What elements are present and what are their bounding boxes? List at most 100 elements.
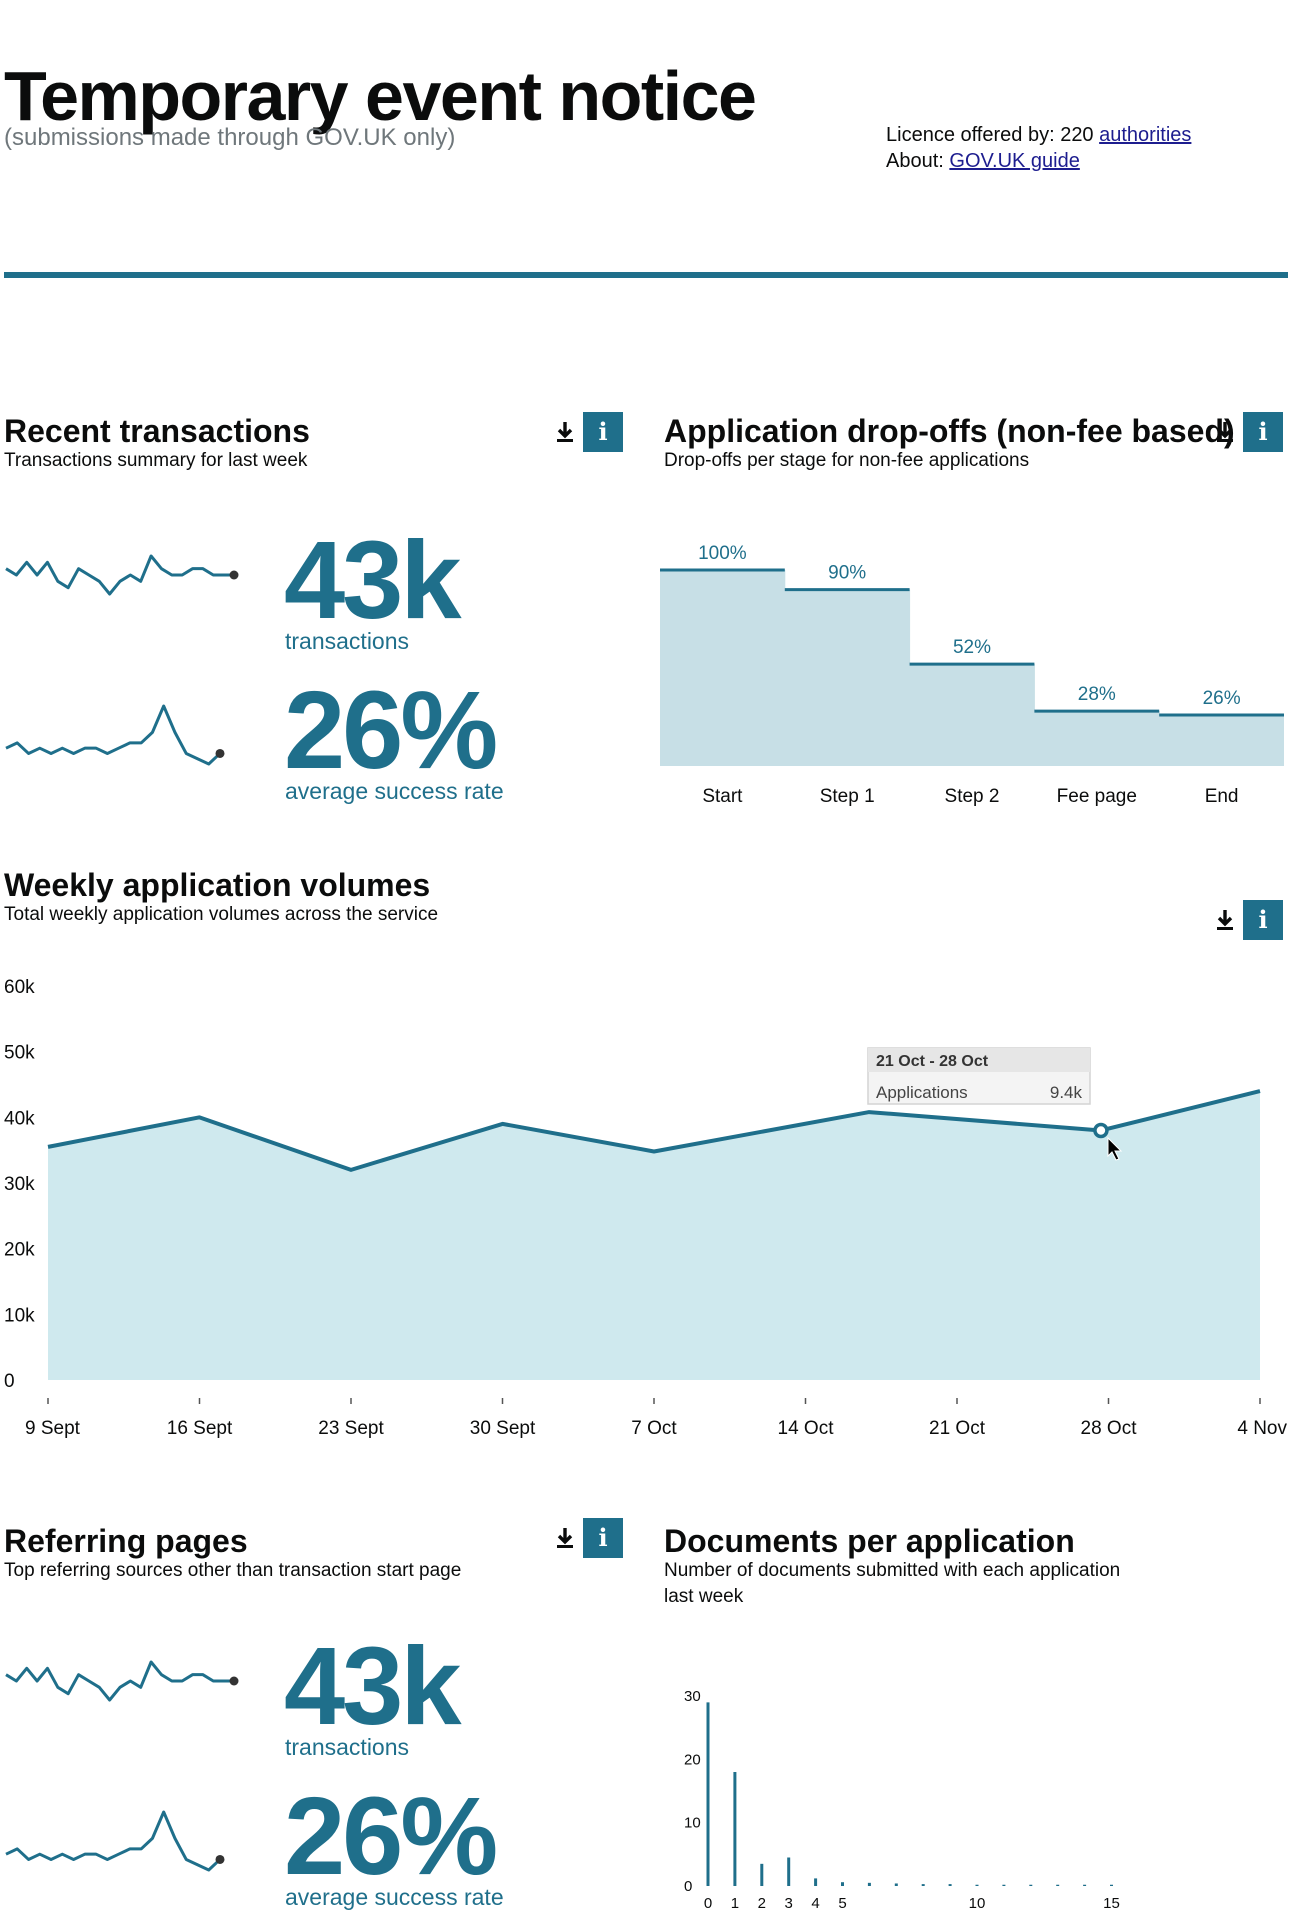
funnel-category-label: End [1205,786,1239,807]
about-text: About: [886,150,944,172]
page-subtitle: (submissions made through GOV.UK only) [4,124,456,151]
x-tick-label: 2 [758,1895,766,1912]
weekly-volumes-chart: 0 10k 20k 30k 40k 50k 60k 9 Sept 16 Sept 23 Sept… [4,977,1287,1439]
sparkline-referring-transactions [5,1660,239,1702]
referring-subtitle: Top referring sources other than transac… [4,1560,462,1581]
x-tick-label: 4 Nov [1237,1418,1287,1439]
x-tick-label: 23 Sept [318,1418,384,1439]
x-tick-label: 21 Oct [929,1418,986,1439]
documents-subtitle-line2: last week [664,1586,744,1607]
funnel-value-label: 28% [1078,684,1116,705]
sparkline-success-rate [5,704,225,766]
funnel-category-label: Start [702,786,743,807]
referring-success-label: average success rate [285,1884,504,1910]
y-tick-label: 0 [684,1878,692,1895]
download-icon[interactable] [553,418,577,448]
y-tick-label: 40k [4,1108,35,1129]
funnel-category-label: Step 2 [945,786,1000,807]
documents-subtitle-line1: Number of documents submitted with each … [664,1560,1121,1581]
download-icon[interactable] [553,1524,577,1554]
y-tick-label: 50k [4,1043,35,1064]
x-tick-label: 28 Oct [1081,1418,1138,1439]
x-tick-label: 7 Oct [631,1418,677,1439]
page-title: Temporary event notice [4,57,757,135]
weekly-title: Weekly application volumes [4,867,431,903]
weekly-subtitle: Total weekly application volumes across … [4,904,439,925]
recent-transactions-subtitle: Transactions summary for last week [4,450,308,471]
x-tick-label: 4 [811,1895,819,1912]
funnel-bar [784,589,911,766]
x-tick-label: 9 Sept [25,1418,81,1439]
funnel-bar [909,664,1035,766]
download-icon[interactable] [1213,906,1237,936]
info-icon[interactable]: i [583,1518,623,1558]
sparkline-end-dot [215,1854,225,1864]
sparkline-line [5,554,234,596]
transactions-label: transactions [285,628,410,654]
recent-transactions-title: Recent transactions [4,413,310,449]
y-tick-label: 10 [684,1815,701,1832]
success-rate-label: average success rate [285,778,504,804]
about-line: About: GOV.UK guide [886,148,1191,174]
y-tick-label: 60k [4,977,35,998]
dropoffs-chart: 100% Start 90% Step 1 52% Step 2 28% Fee page 26… [660,543,1284,807]
x-tick-label: 3 [785,1895,793,1912]
download-icon[interactable] [1213,418,1237,448]
x-tick-label: 14 Oct [778,1418,835,1439]
sparkline-line [5,1810,222,1872]
y-tick-label: 20 [684,1751,701,1768]
referring-title: Referring pages [4,1523,248,1559]
sparkline-end-dot [215,748,225,758]
sparkline-referring-success [5,1810,225,1872]
funnel-category-label: Step 1 [820,786,875,807]
x-tick-label: 5 [838,1895,846,1912]
documents-subtitle: Number of documents submitted with each … [664,1560,1120,1608]
licence-line: Licence offered by: 220 authorities [886,122,1191,148]
sparkline-line [5,704,222,766]
weekly-series-area [48,1091,1260,1380]
referring-transactions-value: 43k [284,1625,462,1748]
x-tick-label: 1 [731,1895,739,1912]
service-meta: Licence offered by: 220 authorities Abou… [886,122,1191,174]
y-tick-label: 10k [4,1305,35,1326]
info-icon[interactable]: i [1243,412,1283,452]
x-tick-label: 10 [969,1895,986,1912]
funnel-value-label: 100% [698,543,747,564]
documents-title: Documents per application [664,1523,1075,1559]
sparkline-line [5,1660,234,1702]
y-tick-label: 0 [4,1371,15,1392]
funnel-value-label: 90% [828,563,866,584]
sparkline-end-dot [229,570,239,580]
sparkline-transactions [5,554,239,596]
sparkline-end-dot [229,1676,239,1686]
header-divider [4,272,1288,278]
y-tick-label: 30 [684,1688,701,1705]
highlighted-data-point[interactable] [1093,1122,1109,1139]
tooltip-title: 21 Oct - 28 Oct [876,1053,989,1070]
info-icon[interactable]: i [583,412,623,452]
funnel-bar [1034,711,1160,766]
referring-transactions-label: transactions [285,1734,410,1760]
weekly-series-line [47,1089,1261,1172]
funnel-value-label: 52% [953,637,991,658]
funnel-value-label: 26% [1203,688,1241,709]
mouse-cursor-icon [1107,1136,1123,1161]
info-icon[interactable]: i [1243,900,1283,940]
funnel-bar [1159,715,1284,766]
tooltip-label: Applications [876,1083,968,1102]
y-tick-label: 20k [4,1240,35,1261]
dropoffs-title: Application drop-offs (non-fee based) [664,413,1235,449]
x-tick-label: 0 [704,1895,712,1912]
documents-chart: 0 10 20 30 0 1 2 3 4 5 10 15 [684,1688,1120,1912]
x-tick-label: 16 Sept [167,1418,233,1439]
success-rate-value: 26% [284,669,498,792]
authorities-link[interactable]: authorities [1099,124,1192,146]
licence-text: Licence offered by: 220 [886,124,1094,146]
referring-success-value: 26% [284,1775,498,1898]
tooltip-value: 9.4k [1050,1083,1083,1102]
govuk-guide-link[interactable]: GOV.UK guide [949,150,1080,172]
funnel-bar [660,570,786,766]
dropoffs-subtitle: Drop-offs per stage for non-fee applicat… [664,450,1030,471]
x-tick-label: 15 [1103,1895,1120,1912]
chart-tooltip: 21 Oct - 28 Oct Applications 9.4k [867,1047,1091,1105]
